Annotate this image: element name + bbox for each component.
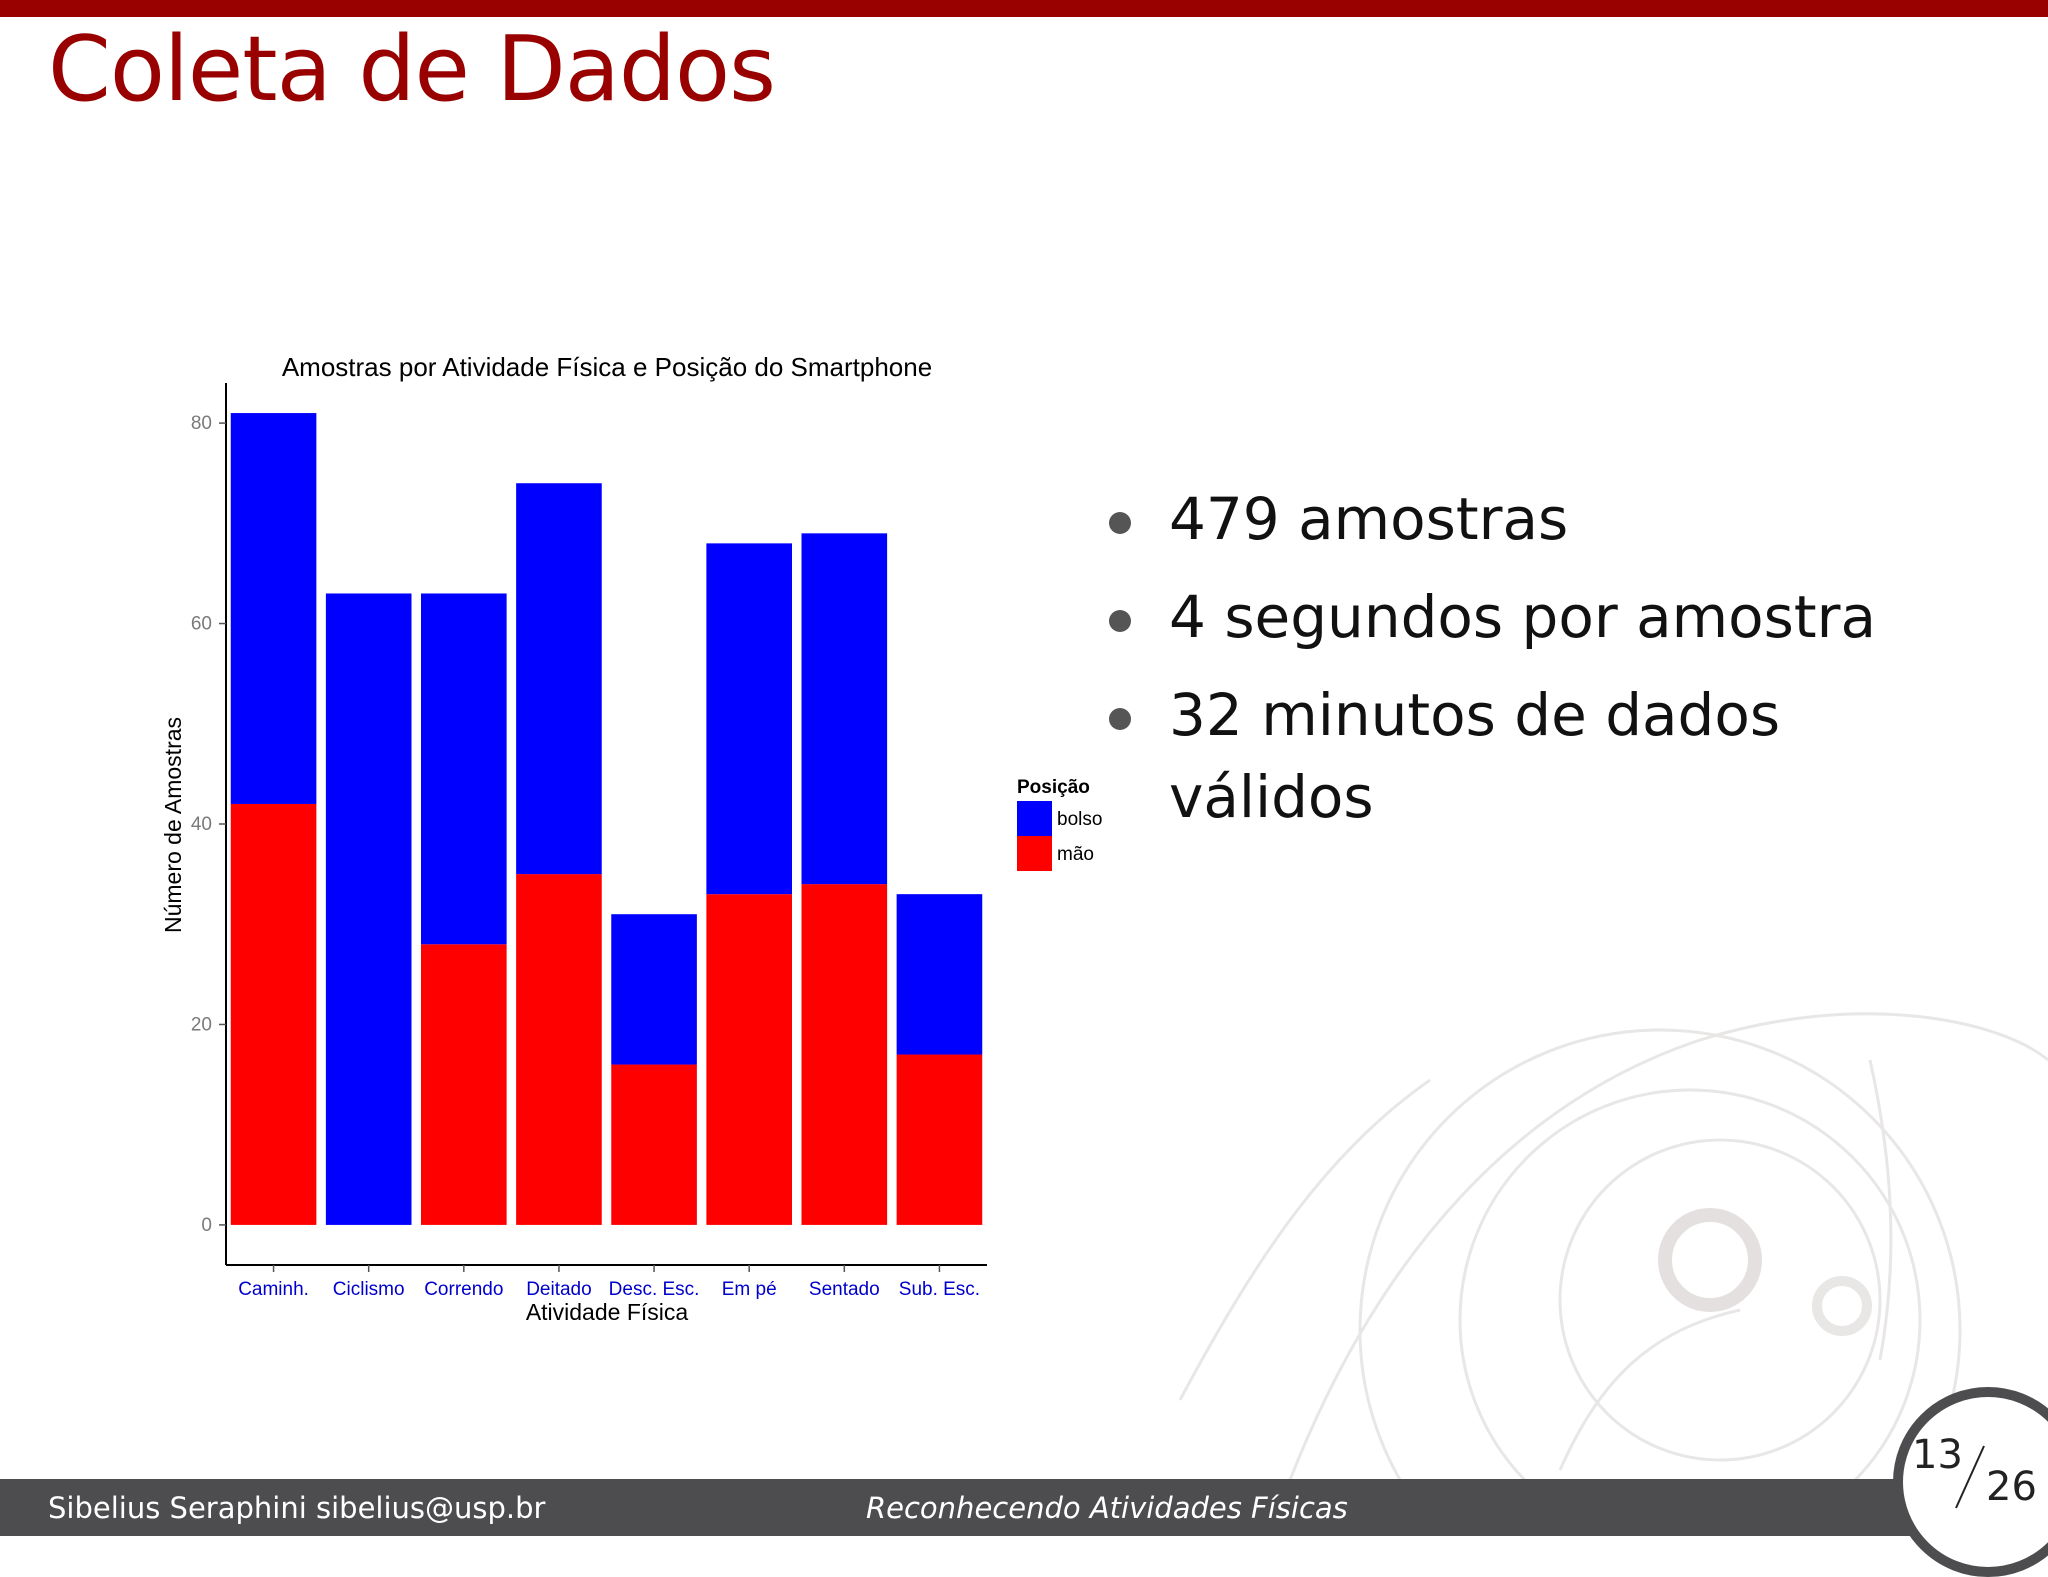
page-current: 13 — [1912, 1432, 1963, 1478]
x-tick-label: Correndo — [424, 1279, 503, 1300]
legend-title: Posição — [1017, 777, 1090, 798]
footer-email: sibelius@usp.br — [316, 1491, 546, 1525]
bar-segment — [516, 874, 602, 1225]
footer-talk-title: Reconhecendo Atividades Físicas — [866, 1491, 1348, 1525]
footer-author: Sibelius Seraphini — [48, 1491, 307, 1525]
legend-swatch — [1017, 801, 1052, 836]
bar-segment — [896, 1054, 983, 1225]
x-tick-label: Deitado — [526, 1279, 592, 1300]
bullet-text: 32 minutos de dados válidos — [1169, 681, 1781, 831]
bullet-text: 479 amostras — [1169, 485, 1569, 553]
y-tick-label: 80 — [191, 413, 212, 434]
x-axis-title: Atividade Física — [526, 1299, 689, 1325]
bullet-list: 479 amostras 4 segundos por amostra 32 m… — [1108, 478, 1928, 854]
page-slash-icon — [1955, 1445, 1985, 1509]
bullet-dot-icon — [1109, 610, 1131, 632]
bar-segment — [896, 894, 983, 1055]
x-tick-label: Ciclismo — [333, 1279, 405, 1300]
bar-segment — [611, 914, 697, 1065]
bar-segment — [611, 1064, 697, 1225]
y-tick-label: 20 — [191, 1014, 212, 1035]
bar-segment — [325, 593, 412, 1225]
y-tick-label: 40 — [191, 814, 212, 835]
bar-segment — [421, 944, 507, 1225]
y-tick-label: 60 — [191, 614, 212, 635]
legend-label: bolso — [1057, 809, 1102, 830]
x-tick-label: Sub. Esc. — [899, 1279, 980, 1300]
x-tick-label: Em pé — [722, 1279, 777, 1300]
y-tick-label: 0 — [201, 1215, 212, 1236]
bullet-item: 32 minutos de dados válidos — [1108, 674, 1928, 838]
legend-label: mão — [1057, 844, 1094, 865]
bullet-dot-icon — [1109, 512, 1131, 534]
page-total: 26 — [1986, 1464, 2037, 1510]
bullet-dot-icon — [1109, 708, 1131, 730]
x-tick-label: Sentado — [809, 1279, 880, 1300]
bar-segment — [421, 593, 507, 945]
bar-segment — [706, 894, 792, 1225]
x-tick-label: Desc. Esc. — [609, 1279, 700, 1300]
bar-segment — [516, 483, 602, 875]
bar-segment — [706, 543, 792, 895]
legend-swatch — [1017, 836, 1052, 871]
bar-segment — [230, 413, 317, 804]
x-tick-label: Caminh. — [238, 1279, 309, 1300]
bullet-text: 4 segundos por amostra — [1169, 583, 1876, 651]
footer-bar: Sibelius Seraphini sibelius@usp.br Recon… — [0, 1479, 2048, 1536]
bullet-item: 479 amostras — [1108, 478, 1928, 560]
background-swirl-decoration — [1178, 1012, 2048, 1536]
y-axis-title: Número de Amostras — [160, 717, 186, 933]
bullet-item: 4 segundos por amostra — [1108, 576, 1928, 658]
bar-segment — [801, 884, 888, 1225]
bar-segment — [801, 533, 888, 885]
slide-title: Coleta de Dados — [48, 17, 776, 122]
bar-segment — [230, 803, 317, 1225]
stacked-bar-chart: 0 20 40 60 80 Caminh. Ciclismo Correndo Deitado D… — [160, 352, 1102, 1325]
chart-title: Amostras por Atividade Física e Posição … — [282, 352, 932, 382]
top-accent-bar — [0, 0, 2048, 17]
